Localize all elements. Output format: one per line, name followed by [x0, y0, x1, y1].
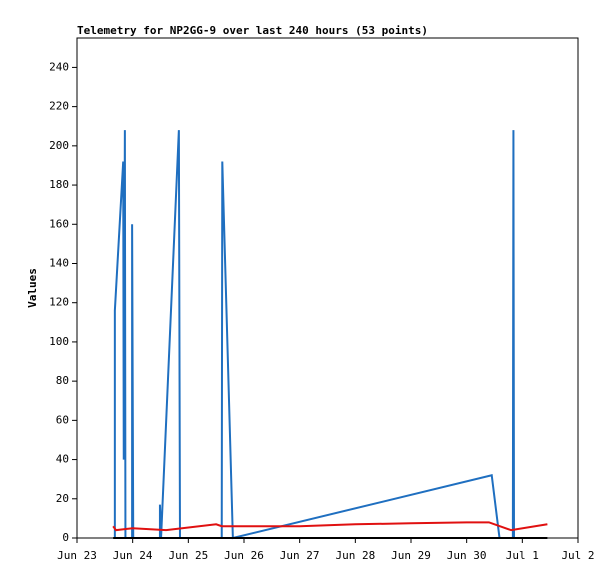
y-tick-label: 60	[56, 413, 69, 426]
y-tick-label: 0	[62, 531, 69, 544]
x-tick-label: Jul 1	[506, 549, 539, 562]
y-axis-label: Values	[26, 268, 39, 308]
x-tick-label: Jun 23	[57, 549, 97, 562]
x-tick-label: Jun 29	[391, 549, 431, 562]
x-tick-label: Jun 26	[224, 549, 264, 562]
x-tick-label: Jun 25	[168, 549, 208, 562]
y-tick-label: 220	[49, 100, 69, 113]
x-tick-label: Jun 24	[113, 549, 153, 562]
line-series	[112, 521, 548, 532]
x-tick-label: Jun 27	[280, 549, 320, 562]
y-tick-label: 180	[49, 178, 69, 191]
y-tick-label: 80	[56, 374, 69, 387]
x-tick-label: Jun 30	[447, 549, 487, 562]
x-tick-label: Jul 2	[561, 549, 594, 562]
y-tick-label: 160	[49, 217, 69, 230]
y-tick-label: 140	[49, 256, 69, 269]
y-tick-label: 20	[56, 492, 69, 505]
x-tick-label: Jun 28	[335, 549, 375, 562]
y-tick-label: 240	[49, 60, 69, 73]
chart-title: Telemetry for NP2GG-9 over last 240 hour…	[77, 24, 428, 37]
y-tick-label: 40	[56, 453, 69, 466]
y-tick-label: 200	[49, 139, 69, 152]
y-tick-label: 100	[49, 335, 69, 348]
line-series	[113, 130, 515, 540]
y-tick-label: 120	[49, 296, 69, 309]
